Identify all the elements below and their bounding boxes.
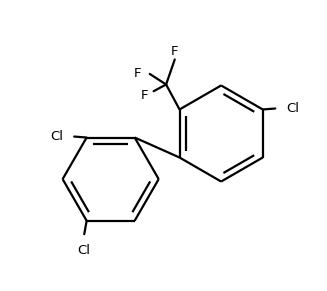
Text: F: F xyxy=(171,45,179,58)
Text: Cl: Cl xyxy=(51,130,63,143)
Text: Cl: Cl xyxy=(286,102,299,115)
Text: Cl: Cl xyxy=(78,244,91,257)
Text: F: F xyxy=(134,68,141,80)
Text: F: F xyxy=(140,88,148,102)
